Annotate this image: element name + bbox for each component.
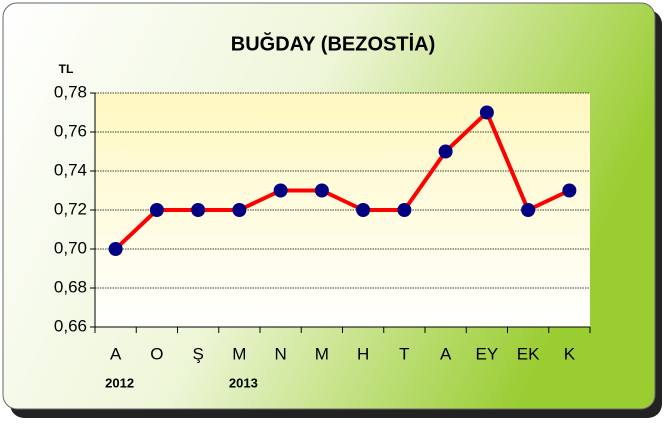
annotation: 2013 (229, 375, 258, 390)
x-tick-label: A (440, 344, 452, 363)
marker (397, 203, 412, 217)
x-tick-label: EK (517, 344, 540, 363)
x-tick-label: H (357, 344, 369, 363)
y-tick-label: 0,70 (54, 238, 87, 257)
marker (438, 144, 453, 159)
x-tick-label: N (274, 344, 286, 363)
marker (232, 203, 247, 217)
marker (273, 183, 288, 198)
marker (108, 242, 123, 256)
x-tick-label: K (564, 344, 576, 363)
marker (479, 105, 494, 120)
annotation: 2012 (105, 375, 134, 390)
x-tick-label: Ş (192, 344, 203, 363)
y-tick-label: 0,66 (54, 316, 87, 335)
y-tick-label: 0,68 (54, 277, 87, 296)
y-tick-label: 0,78 (54, 82, 87, 101)
x-tick-label: M (232, 344, 246, 363)
x-tick-label: T (399, 344, 409, 363)
y-tick-label: 0,74 (54, 160, 87, 179)
marker (521, 203, 536, 217)
y-tick-label: 0,76 (54, 121, 87, 140)
marker (562, 183, 577, 198)
x-tick-label: EY (476, 344, 499, 363)
x-tick-label: M (315, 344, 329, 363)
x-tick-label: A (110, 344, 122, 363)
y-tick-label: 0,72 (54, 199, 87, 218)
y-axis-label: TL (59, 62, 74, 76)
x-tick-label: O (150, 344, 163, 363)
marker (356, 203, 371, 217)
marker (314, 183, 329, 198)
marker (149, 203, 164, 217)
chart-title: BUĞDAY (BEZOSTİA) (231, 31, 435, 55)
marker (191, 203, 206, 217)
